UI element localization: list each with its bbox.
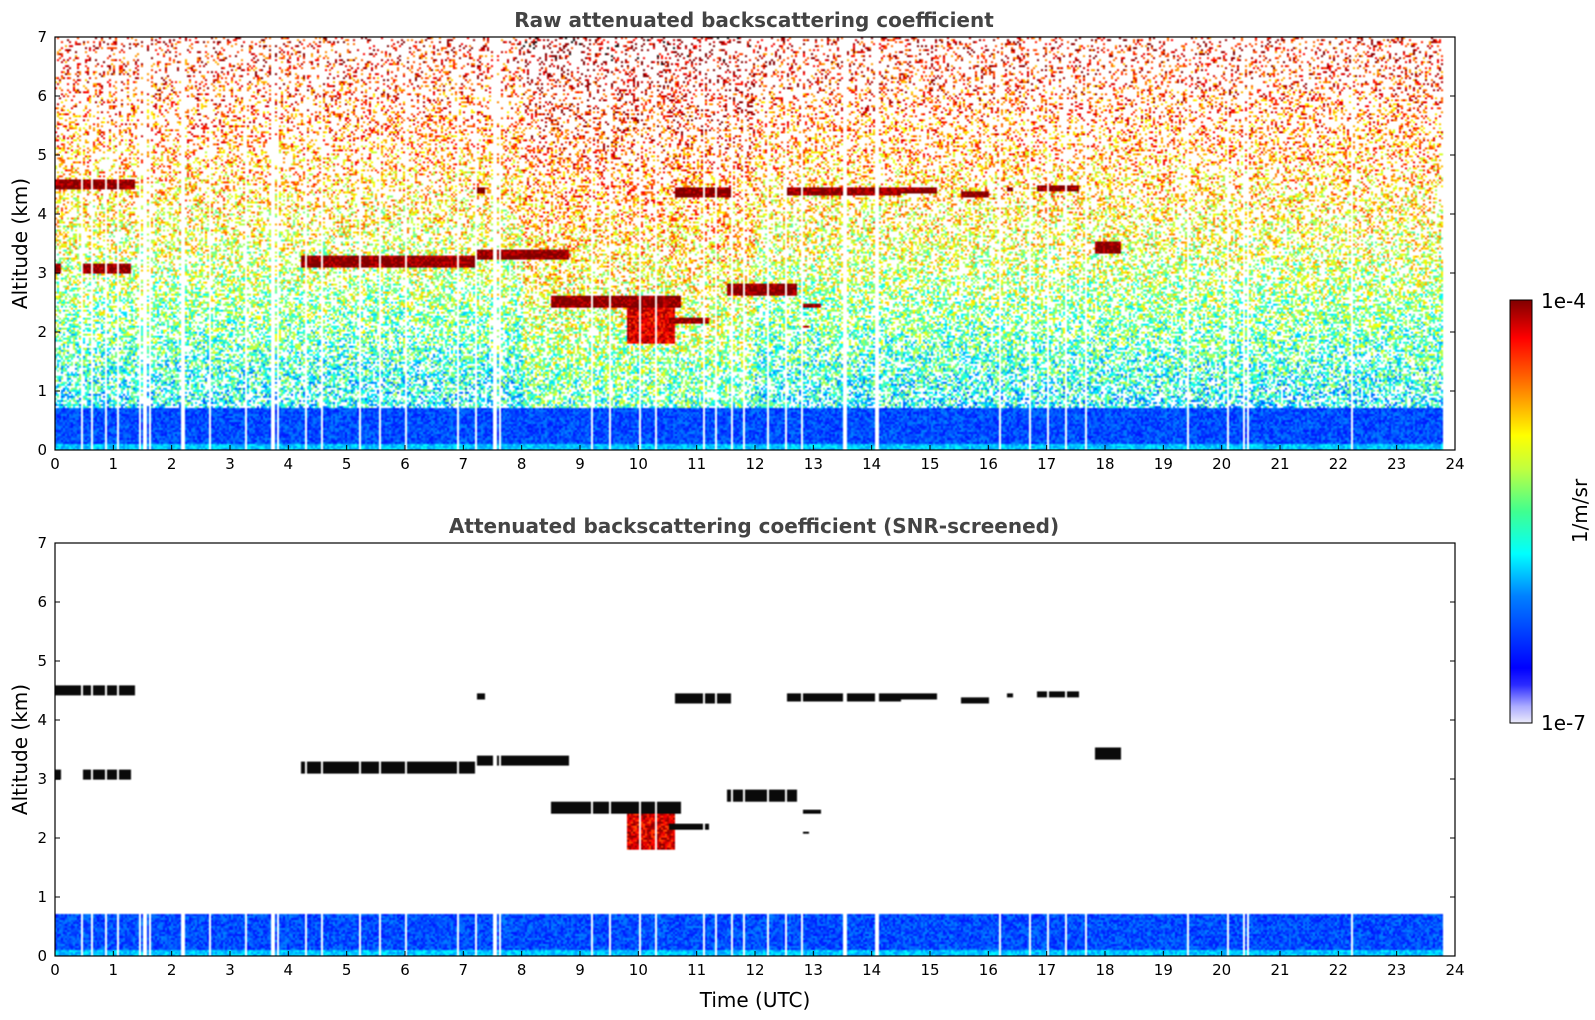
x-tick-label: 6 <box>400 455 410 473</box>
y-tick-label: 4 <box>37 711 47 729</box>
raw-panel-title: Raw attenuated backscattering coefficien… <box>514 8 994 32</box>
x-tick-label: 19 <box>1154 961 1173 979</box>
screened-x-ticks: 0 1 2 3 4 5 6 7 8 9 10 11 12 13 14 15 16 17 18 19 20 21 22 23 24 <box>50 951 1465 979</box>
x-tick-label: 10 <box>629 455 648 473</box>
x-tick-label: 0 <box>50 961 60 979</box>
x-tick-label: 15 <box>920 455 939 473</box>
y-tick-label: 2 <box>37 829 47 847</box>
x-tick-label: 0 <box>50 455 60 473</box>
screened-panel-title: Attenuated backscattering coefficient (S… <box>449 514 1059 538</box>
raw-y-ticks: 0 1 2 3 4 5 6 7 <box>37 28 1455 459</box>
x-tick-label: 22 <box>1329 455 1348 473</box>
x-tick-label: 23 <box>1387 961 1406 979</box>
x-tick-label: 9 <box>575 961 585 979</box>
x-tick-label: 11 <box>687 455 706 473</box>
x-tick-label: 23 <box>1387 455 1406 473</box>
screened-backscatter-heatmap <box>55 543 1455 956</box>
x-tick-label: 24 <box>1445 455 1464 473</box>
x-tick-label: 24 <box>1445 961 1464 979</box>
raw-backscatter-heatmap <box>55 37 1455 450</box>
x-tick-label: 12 <box>745 961 764 979</box>
x-tick-label: 2 <box>167 961 177 979</box>
x-tick-label: 10 <box>629 961 648 979</box>
x-tick-label: 21 <box>1270 455 1289 473</box>
screened-y-ticks: 0 1 2 3 4 5 6 7 <box>37 534 1455 965</box>
x-tick-label: 4 <box>284 961 294 979</box>
x-tick-label: 1 <box>109 455 119 473</box>
y-tick-label: 2 <box>37 323 47 341</box>
colorbar: 1e-4 1e-7 1/m/sr <box>1509 289 1592 735</box>
colorbar-min-label: 1e-7 <box>1541 711 1586 735</box>
raw-backscatter-panel: Raw attenuated backscattering coefficien… <box>8 8 1465 473</box>
x-tick-label: 21 <box>1270 961 1289 979</box>
raw-x-ticks: 0 1 2 3 4 5 6 7 8 9 10 11 12 13 14 15 16 17 18 19 20 21 22 23 24 <box>50 445 1465 473</box>
y-tick-label: 6 <box>37 87 47 105</box>
x-tick-label: 7 <box>459 455 469 473</box>
screened-y-axis-label: Altitude (km) <box>8 684 32 815</box>
x-tick-label: 5 <box>342 961 352 979</box>
x-tick-label: 16 <box>979 961 998 979</box>
y-tick-label: 0 <box>37 441 47 459</box>
x-tick-label: 8 <box>517 961 527 979</box>
x-tick-label: 18 <box>1095 961 1114 979</box>
x-tick-label: 13 <box>804 455 823 473</box>
x-tick-label: 22 <box>1329 961 1348 979</box>
y-tick-label: 7 <box>37 534 47 552</box>
y-tick-label: 3 <box>37 264 47 282</box>
y-tick-label: 0 <box>37 947 47 965</box>
y-tick-label: 3 <box>37 770 47 788</box>
x-tick-label: 16 <box>979 455 998 473</box>
x-tick-label: 11 <box>687 961 706 979</box>
y-tick-label: 5 <box>37 146 47 164</box>
x-tick-label: 5 <box>342 455 352 473</box>
x-tick-label: 20 <box>1212 455 1231 473</box>
x-tick-label: 2 <box>167 455 177 473</box>
x-tick-label: 14 <box>862 455 881 473</box>
x-axis-label: Time (UTC) <box>699 988 811 1012</box>
y-tick-label: 5 <box>37 652 47 670</box>
x-tick-label: 3 <box>225 455 235 473</box>
colorbar-max-label: 1e-4 <box>1541 289 1586 313</box>
x-tick-label: 17 <box>1037 961 1056 979</box>
x-tick-label: 12 <box>745 455 764 473</box>
x-tick-label: 18 <box>1095 455 1114 473</box>
x-tick-label: 17 <box>1037 455 1056 473</box>
x-tick-label: 1 <box>109 961 119 979</box>
colorbar-gradient <box>1509 299 1533 724</box>
x-tick-label: 15 <box>920 961 939 979</box>
raw-y-axis-label: Altitude (km) <box>8 178 32 309</box>
x-tick-label: 7 <box>459 961 469 979</box>
x-tick-label: 20 <box>1212 961 1231 979</box>
colorbar-unit-label: 1/m/sr <box>1568 478 1592 543</box>
y-tick-label: 4 <box>37 205 47 223</box>
screened-backscatter-panel: Attenuated backscattering coefficient (S… <box>8 514 1465 1012</box>
x-tick-label: 6 <box>400 961 410 979</box>
x-tick-label: 4 <box>284 455 294 473</box>
x-tick-label: 13 <box>804 961 823 979</box>
y-tick-label: 1 <box>37 382 47 400</box>
x-tick-label: 9 <box>575 455 585 473</box>
x-tick-label: 14 <box>862 961 881 979</box>
x-tick-label: 8 <box>517 455 527 473</box>
y-tick-label: 7 <box>37 28 47 46</box>
y-tick-label: 1 <box>37 888 47 906</box>
y-tick-label: 6 <box>37 593 47 611</box>
x-tick-label: 19 <box>1154 455 1173 473</box>
x-tick-label: 3 <box>225 961 235 979</box>
